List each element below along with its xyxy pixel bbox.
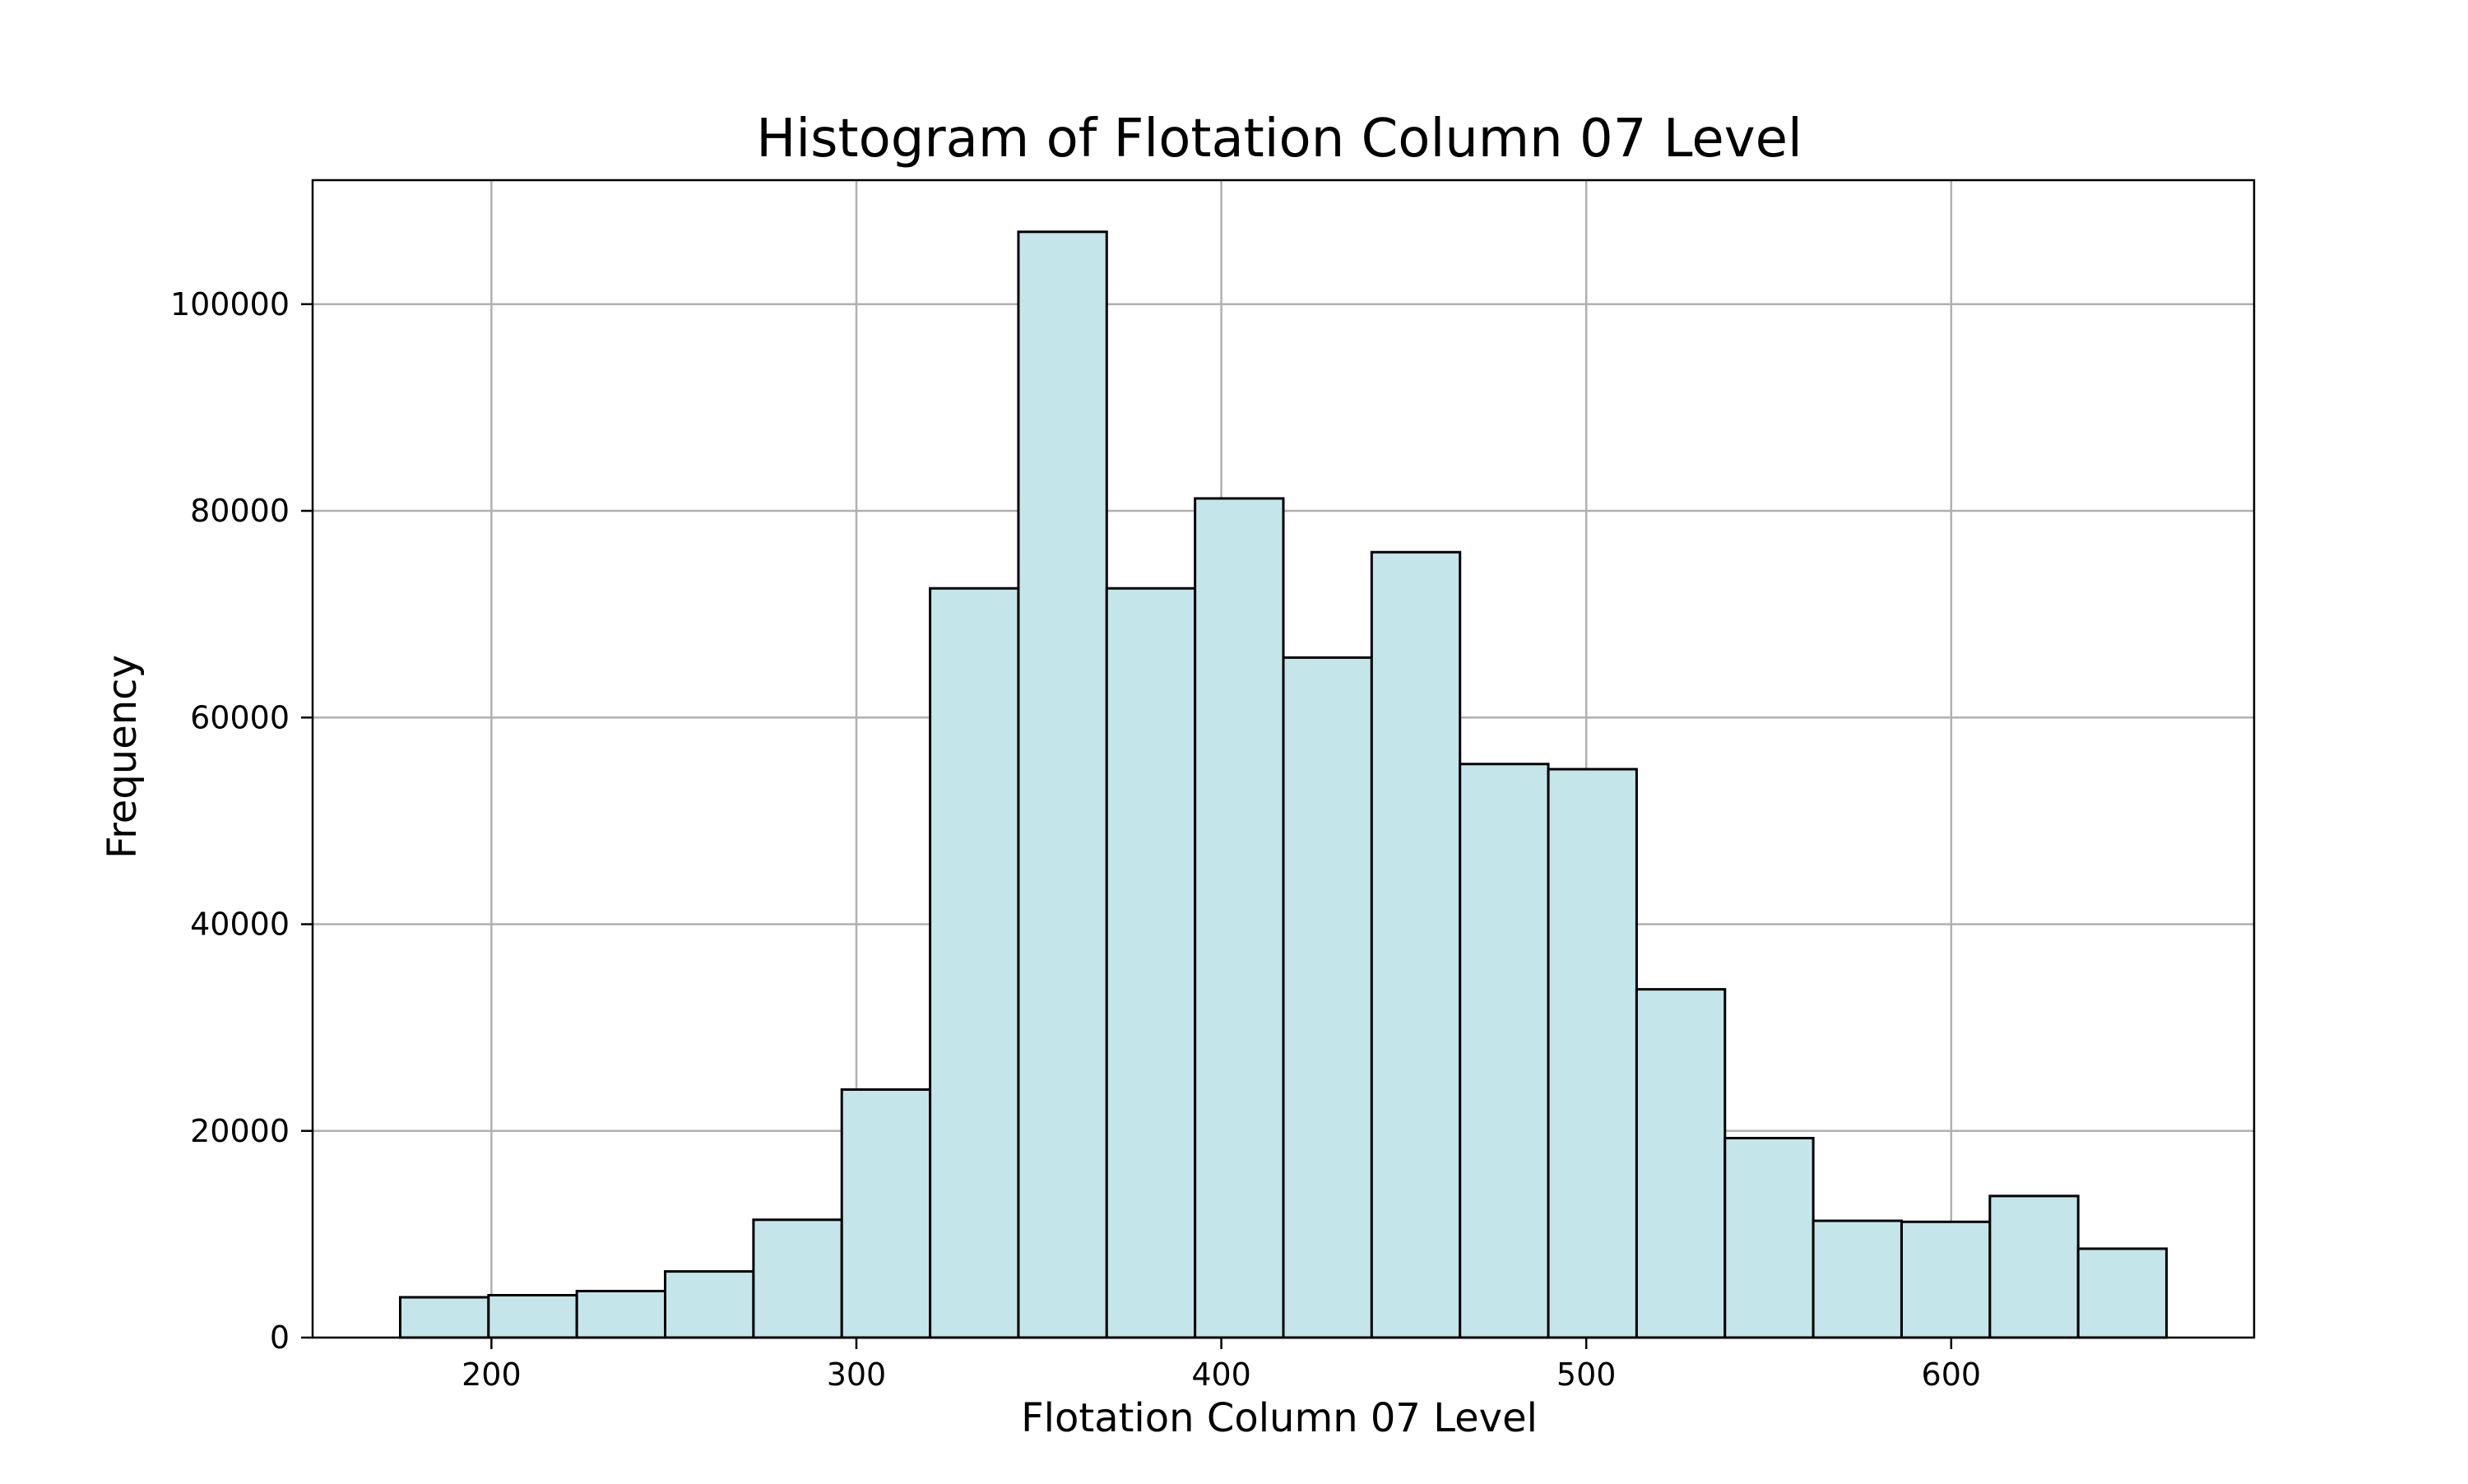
y-tick-label: 80000 <box>190 493 290 529</box>
y-axis-label: Frequency <box>100 655 146 859</box>
plot-area-frame <box>311 179 2256 1339</box>
y-tick-label: 100000 <box>170 286 290 322</box>
x-tick-label: 300 <box>827 1356 887 1393</box>
histogram-bar <box>752 1218 843 1339</box>
histogram-bar <box>2076 1247 2169 1339</box>
histogram-bar <box>575 1289 667 1339</box>
y-tick-label: 40000 <box>190 907 290 943</box>
x-tick-label: 200 <box>462 1356 522 1393</box>
histogram-bar <box>1547 768 1638 1339</box>
histogram-bar <box>1370 550 1462 1339</box>
x-tick-label: 400 <box>1191 1356 1251 1393</box>
histogram-bar <box>1282 656 1373 1339</box>
histogram-bar <box>1194 497 1285 1339</box>
histogram-bar <box>1635 988 1727 1339</box>
y-tick-label: 20000 <box>190 1113 290 1149</box>
axis-ticks: 200 300 400 500 600 0 20000 40000 60000 80000 1000… <box>170 286 1981 1393</box>
histogram-bar <box>840 1088 932 1339</box>
histogram-bar <box>1459 763 1550 1339</box>
histogram-bar <box>1017 230 1108 1339</box>
histogram-bar <box>1105 587 1197 1339</box>
histogram-bar <box>1812 1219 1903 1339</box>
histogram-bar <box>398 1296 490 1339</box>
histogram-bar <box>1988 1194 2080 1339</box>
y-tick-label: 60000 <box>190 699 290 735</box>
y-tick-label: 0 <box>270 1319 290 1356</box>
histogram-bar <box>929 587 1020 1339</box>
histogram-bar <box>664 1270 755 1339</box>
histogram-bar <box>487 1293 578 1339</box>
histogram-bar <box>1900 1220 1992 1339</box>
histogram-bar <box>1723 1137 1815 1339</box>
x-axis-label: Flotation Column 07 Level <box>1021 1395 1538 1441</box>
x-tick-label: 600 <box>1922 1356 1982 1393</box>
x-tick-label: 500 <box>1556 1356 1617 1393</box>
chart-title: Histogram of Flotation Column 07 Level <box>756 109 1802 169</box>
histogram-bars <box>398 230 2169 1339</box>
